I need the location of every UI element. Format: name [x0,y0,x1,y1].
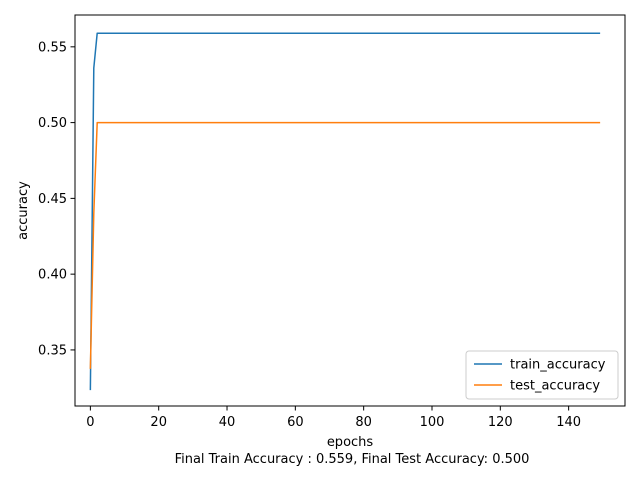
x-tick-label: 80 [355,415,372,430]
series-layer [89,32,601,391]
y-axis-label: accuracy [16,181,31,240]
y-tick-label: 0.35 [38,343,67,358]
x-tick-label: 20 [150,415,167,430]
y-tick-label: 0.45 [38,192,67,207]
x-tick-label: 60 [287,415,304,430]
x-tick-label: 0 [86,415,94,430]
series-line-test-accuracy [89,121,601,369]
x-axis-ticks: 0 20 40 60 80 100 120 140 [86,406,581,430]
y-tick-label: 0.50 [38,116,67,131]
legend-label-test: test_accuracy [510,379,600,394]
x-axis-label: epochs [327,435,374,450]
x-tick-label: 120 [488,415,513,430]
series-line-train-accuracy [89,32,601,391]
y-tick-label: 0.55 [38,40,67,55]
legend-label-train: train_accuracy [510,358,606,373]
y-tick-label: 0.40 [38,268,67,283]
legend-box [465,350,619,400]
x-tick-label: 40 [219,415,236,430]
chart-caption: Final Train Accuracy : 0.559, Final Test… [175,452,530,467]
legend: train_accuracy test_accuracy [465,350,619,400]
y-axis-ticks: 0.35 0.40 0.45 0.50 0.55 [38,40,75,358]
x-tick-label: 140 [556,415,581,430]
plot-area [74,14,626,407]
axes-frame [74,14,626,407]
x-tick-label: 100 [420,415,445,430]
